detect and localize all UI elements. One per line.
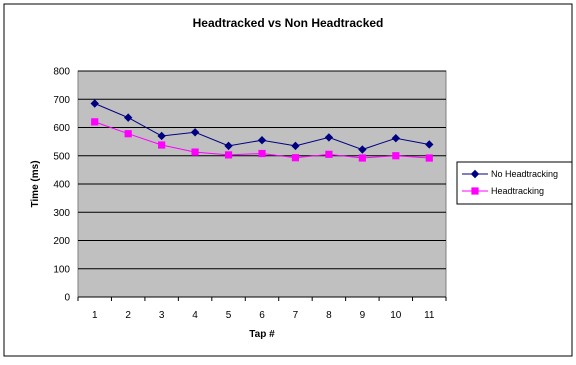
chart-title: Headtracked vs Non Headtracked	[193, 16, 384, 30]
y-tick-label: 200	[53, 236, 70, 247]
data-point	[291, 154, 300, 162]
data-point	[123, 113, 133, 122]
legend-entry: Headtracking	[462, 186, 544, 196]
x-axis-ticks: 1 2 3 4 5 6 7 8 9 10 11	[77, 297, 447, 321]
x-tick-label: 3	[159, 310, 165, 321]
x-tick-label: 8	[326, 310, 332, 321]
y-tick-label: 100	[53, 264, 70, 275]
y-tick-label: 600	[53, 123, 70, 134]
x-tick-label: 2	[125, 310, 131, 321]
x-tick-label: 10	[390, 310, 402, 321]
series-layer	[90, 99, 434, 162]
data-point	[190, 128, 200, 137]
x-tick-label: 5	[226, 310, 232, 321]
data-point	[324, 133, 334, 142]
series-no-headtracking	[90, 99, 434, 154]
data-point	[90, 99, 99, 108]
data-point	[325, 150, 333, 158]
data-point	[358, 154, 366, 162]
y-axis-title: Time (ms)	[30, 160, 41, 207]
x-tick-label: 9	[360, 310, 366, 321]
data-point	[158, 141, 166, 149]
data-point	[358, 145, 367, 154]
legend-label: Headtracking	[491, 186, 544, 196]
y-tick-label: 300	[53, 208, 70, 219]
legend-marker	[470, 169, 480, 179]
data-point	[157, 131, 166, 141]
legend-entry: No Headtracking	[462, 169, 558, 179]
y-tick-label: 500	[53, 151, 70, 162]
data-point	[392, 152, 400, 160]
x-tick-label: 6	[259, 310, 265, 321]
data-point	[425, 140, 434, 149]
x-tick-label: 7	[293, 310, 299, 321]
legend-box	[456, 161, 573, 205]
y-tick-label: 400	[53, 180, 70, 191]
legend-label: No Headtracking	[491, 169, 558, 179]
y-tick-label: 700	[53, 95, 70, 106]
data-point	[91, 118, 99, 126]
x-axis-title: Tap #	[249, 329, 275, 340]
data-point	[425, 154, 433, 162]
x-tick-label: 4	[192, 310, 198, 321]
data-point	[291, 141, 300, 151]
y-tick-label: 0	[64, 293, 70, 304]
data-point	[191, 148, 199, 156]
series-headtracking	[91, 118, 433, 162]
data-point	[258, 149, 266, 158]
data-point	[224, 151, 233, 159]
data-point	[391, 134, 401, 143]
x-tick-label: 11	[424, 310, 435, 321]
data-point	[224, 141, 233, 151]
x-tick-label: 1	[92, 310, 98, 321]
y-tick-label: 800	[53, 67, 70, 78]
data-point	[257, 136, 267, 145]
legend: No Headtracking Headtracking	[456, 161, 573, 205]
y-axis-ticks: 0 100 200 300 400 500 600 700 800	[53, 67, 70, 304]
legend-marker	[471, 187, 479, 195]
data-point	[124, 130, 132, 138]
